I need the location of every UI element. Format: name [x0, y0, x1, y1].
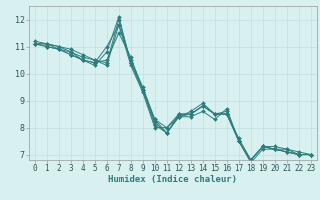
X-axis label: Humidex (Indice chaleur): Humidex (Indice chaleur) [108, 175, 237, 184]
